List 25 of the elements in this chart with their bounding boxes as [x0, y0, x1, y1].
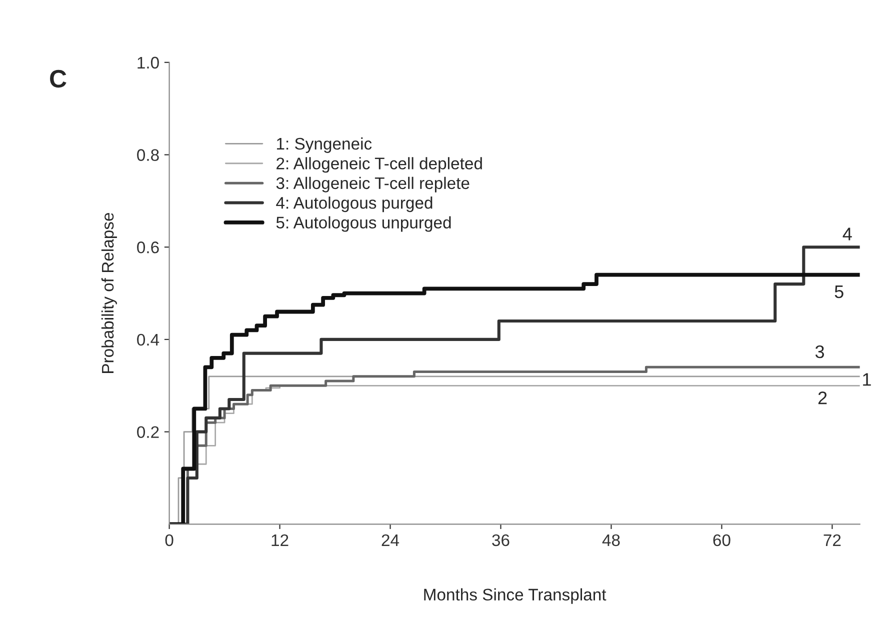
y-tick-label: 0.4	[137, 334, 160, 346]
chart-title: C	[50, 70, 66, 88]
x-tick-label: 12	[272, 534, 288, 546]
legend-label: 1: Syngeneic	[276, 137, 372, 153]
y-axis-title: Probability of Relapse	[101, 212, 117, 373]
y-tick-label: 0.6	[137, 242, 159, 254]
x-tick-label: 0	[165, 534, 174, 546]
x-axis-title: Months Since Transplant	[424, 588, 606, 604]
legend-label: 4: Autologous purged	[276, 196, 432, 212]
legend-label: 2: Allogeneic T-cell depleted	[276, 157, 482, 173]
y-tick-label: 0.8	[137, 149, 159, 161]
x-tick-label: 36	[492, 534, 510, 546]
annotation: 2	[818, 392, 827, 404]
legend-label: 5: Autologous unpurged	[276, 216, 451, 232]
annotation: 3	[815, 345, 824, 358]
text: 1	[863, 373, 871, 386]
x-tick-label: 72	[824, 534, 841, 546]
annotation: 5	[834, 286, 844, 298]
x-tick-label: 48	[602, 534, 620, 546]
y-tick-label: 1.0	[138, 56, 159, 69]
annotation: 4	[842, 228, 852, 240]
x-tick-label: 60	[713, 534, 730, 546]
y-tick-label: 0.2	[137, 426, 159, 438]
legend-label: 3: Allogeneic T-cell replete	[276, 176, 470, 192]
x-tick-label: 24	[382, 534, 400, 546]
